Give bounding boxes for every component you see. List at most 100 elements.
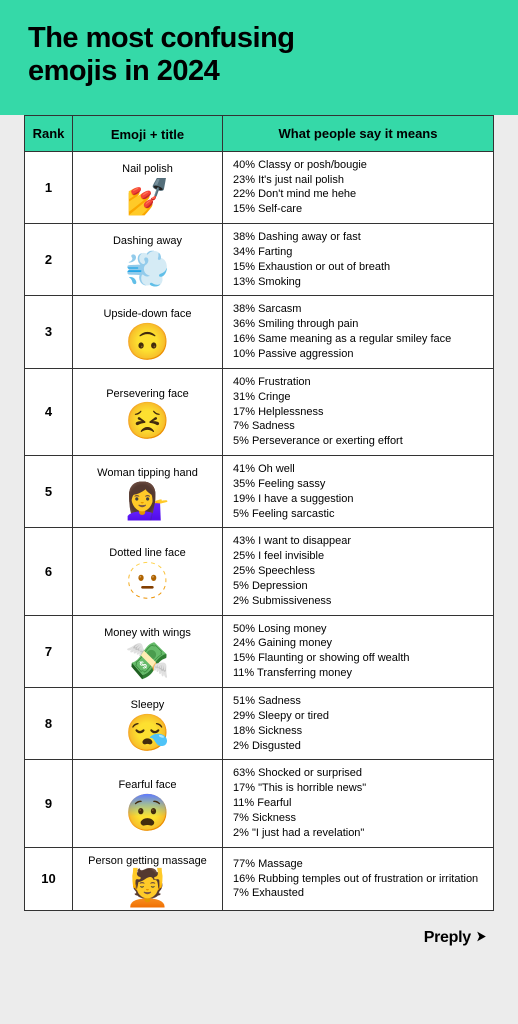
meaning-line: 35% Feeling sassy xyxy=(233,477,483,492)
meaning-line: 7% Sickness xyxy=(233,811,483,826)
emoji-cell: Nail polish 💅 xyxy=(73,151,223,223)
meaning-line: 11% Fearful xyxy=(233,796,483,811)
emoji-cell: Upside-down face 🙃 xyxy=(73,296,223,368)
rank-cell: 9 xyxy=(25,760,73,847)
meaning-line: 7% Exhausted xyxy=(233,886,483,901)
emoji-glyph-icon: 💁‍♀️ xyxy=(77,483,218,519)
rank-cell: 10 xyxy=(25,847,73,911)
emoji-cell: Sleepy 😪 xyxy=(73,688,223,760)
emoji-glyph-icon: 😣 xyxy=(77,403,218,439)
rank-cell: 6 xyxy=(25,528,73,615)
table-row: 10Person getting massage💆77% Massage16% … xyxy=(25,847,494,911)
header-banner: The most confusing emojis in 2024 xyxy=(0,0,518,115)
rank-cell: 5 xyxy=(25,456,73,528)
title-line-1: The most confusing xyxy=(28,22,295,54)
emoji-title: Sleepy xyxy=(77,698,218,713)
footer: Preply xyxy=(0,923,518,947)
meaning-line: 15% Self-care xyxy=(233,202,483,217)
meaning-line: 5% Depression xyxy=(233,579,483,594)
title-line-2: emojis in 2024 xyxy=(28,55,219,87)
emoji-glyph-icon: 💨 xyxy=(77,251,218,287)
table-row: 2Dashing away💨38% Dashing away or fast34… xyxy=(25,224,494,296)
emoji-glyph-icon: 😨 xyxy=(77,795,218,831)
meaning-line: 15% Flaunting or showing off wealth xyxy=(233,651,483,666)
emoji-glyph-icon: 🙃 xyxy=(77,324,218,360)
emoji-title: Persevering face xyxy=(77,387,218,402)
meaning-line: 50% Losing money xyxy=(233,622,483,637)
meaning-line: 2% Submissiveness xyxy=(233,594,483,609)
meaning-cell: 38% Dashing away or fast34% Farting15% E… xyxy=(223,224,494,296)
meaning-line: 63% Shocked or surprised xyxy=(233,766,483,781)
meaning-cell: 43% I want to disappear25% I feel invisi… xyxy=(223,528,494,615)
meaning-line: 41% Oh well xyxy=(233,462,483,477)
emoji-title: Woman tipping hand xyxy=(77,466,218,481)
table-row: 6Dotted line face🫥43% I want to disappea… xyxy=(25,528,494,615)
rank-cell: 1 xyxy=(25,151,73,223)
table-row: 5Woman tipping hand💁‍♀️41% Oh well35% Fe… xyxy=(25,456,494,528)
rank-cell: 4 xyxy=(25,368,73,455)
meaning-line: 7% Sadness xyxy=(233,419,483,434)
emoji-table: Rank Emoji + title What people say it me… xyxy=(24,115,494,912)
meaning-line: 16% Rubbing temples out of frustration o… xyxy=(233,872,483,887)
meaning-cell: 38% Sarcasm36% Smiling through pain16% S… xyxy=(223,296,494,368)
meaning-cell: 40% Classy or posh/bougie23% It's just n… xyxy=(223,151,494,223)
meaning-cell: 50% Losing money24% Gaining money15% Fla… xyxy=(223,615,494,687)
meaning-cell: 41% Oh well35% Feeling sassy19% I have a… xyxy=(223,456,494,528)
emoji-cell: Persevering face😣 xyxy=(73,368,223,455)
meaning-line: 25% Speechless xyxy=(233,564,483,579)
col-header-rank: Rank xyxy=(25,115,73,151)
meaning-line: 29% Sleepy or tired xyxy=(233,709,483,724)
emoji-cell: Money with wings 💸 xyxy=(73,615,223,687)
table-row: 3Upside-down face🙃38% Sarcasm36% Smiling… xyxy=(25,296,494,368)
meaning-line: 22% Don't mind me hehe xyxy=(233,187,483,202)
rank-cell: 3 xyxy=(25,296,73,368)
col-header-meaning: What people say it means xyxy=(223,115,494,151)
meaning-line: 5% Perseverance or exerting effort xyxy=(233,434,483,449)
emoji-title: Fearful face xyxy=(77,778,218,793)
emoji-cell: Person getting massage💆 xyxy=(73,847,223,911)
table-row: 7Money with wings💸50% Losing money24% Ga… xyxy=(25,615,494,687)
meaning-line: 40% Classy or posh/bougie xyxy=(233,158,483,173)
table-body: 1Nail polish💅40% Classy or posh/bougie23… xyxy=(25,151,494,911)
table-row: 4Persevering face😣40% Frustration31% Cri… xyxy=(25,368,494,455)
emoji-glyph-icon: 💸 xyxy=(77,643,218,679)
meaning-cell: 77% Massage16% Rubbing temples out of fr… xyxy=(223,847,494,911)
meaning-line: 24% Gaining money xyxy=(233,636,483,651)
emoji-glyph-icon: 🫥 xyxy=(77,563,218,599)
emoji-glyph-icon: 😪 xyxy=(77,715,218,751)
emoji-title: Dashing away xyxy=(77,234,218,249)
meaning-line: 25% I feel invisible xyxy=(233,549,483,564)
meaning-line: 31% Cringe xyxy=(233,390,483,405)
brand-name: Preply xyxy=(424,929,471,946)
meaning-line: 51% Sadness xyxy=(233,694,483,709)
meaning-line: 11% Transferring money xyxy=(233,666,483,681)
meaning-line: 2% Disgusted xyxy=(233,739,483,754)
emoji-title: Upside-down face xyxy=(77,307,218,322)
emoji-title: Money with wings xyxy=(77,626,218,641)
emoji-cell: Dashing away 💨 xyxy=(73,224,223,296)
meaning-line: 18% Sickness xyxy=(233,724,483,739)
brand-icon xyxy=(475,930,488,943)
meaning-cell: 51% Sadness29% Sleepy or tired18% Sickne… xyxy=(223,688,494,760)
meaning-line: 38% Sarcasm xyxy=(233,302,483,317)
emoji-title: Nail polish xyxy=(77,162,218,177)
emoji-glyph-icon: 💅 xyxy=(77,179,218,215)
meaning-line: 13% Smoking xyxy=(233,275,483,290)
meaning-line: 36% Smiling through pain xyxy=(233,317,483,332)
emoji-glyph-icon: 💆 xyxy=(77,870,218,906)
meaning-line: 34% Farting xyxy=(233,245,483,260)
col-header-emoji: Emoji + title xyxy=(73,115,223,151)
meaning-line: 23% It's just nail polish xyxy=(233,173,483,188)
meaning-line: 10% Passive aggression xyxy=(233,347,483,362)
meaning-line: 15% Exhaustion or out of breath xyxy=(233,260,483,275)
meaning-line: 77% Massage xyxy=(233,857,483,872)
emoji-cell: Dotted line face🫥 xyxy=(73,528,223,615)
rank-cell: 8 xyxy=(25,688,73,760)
rank-cell: 7 xyxy=(25,615,73,687)
table-container: Rank Emoji + title What people say it me… xyxy=(0,115,518,924)
meaning-cell: 40% Frustration31% Cringe17% Helplessnes… xyxy=(223,368,494,455)
meaning-line: 5% Feeling sarcastic xyxy=(233,507,483,522)
meaning-line: 17% "This is horrible news" xyxy=(233,781,483,796)
table-row: 1Nail polish💅40% Classy or posh/bougie23… xyxy=(25,151,494,223)
table-header: Rank Emoji + title What people say it me… xyxy=(25,115,494,151)
